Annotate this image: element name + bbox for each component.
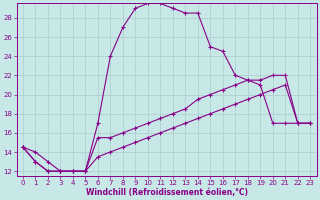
X-axis label: Windchill (Refroidissement éolien,°C): Windchill (Refroidissement éolien,°C) [85,188,248,197]
